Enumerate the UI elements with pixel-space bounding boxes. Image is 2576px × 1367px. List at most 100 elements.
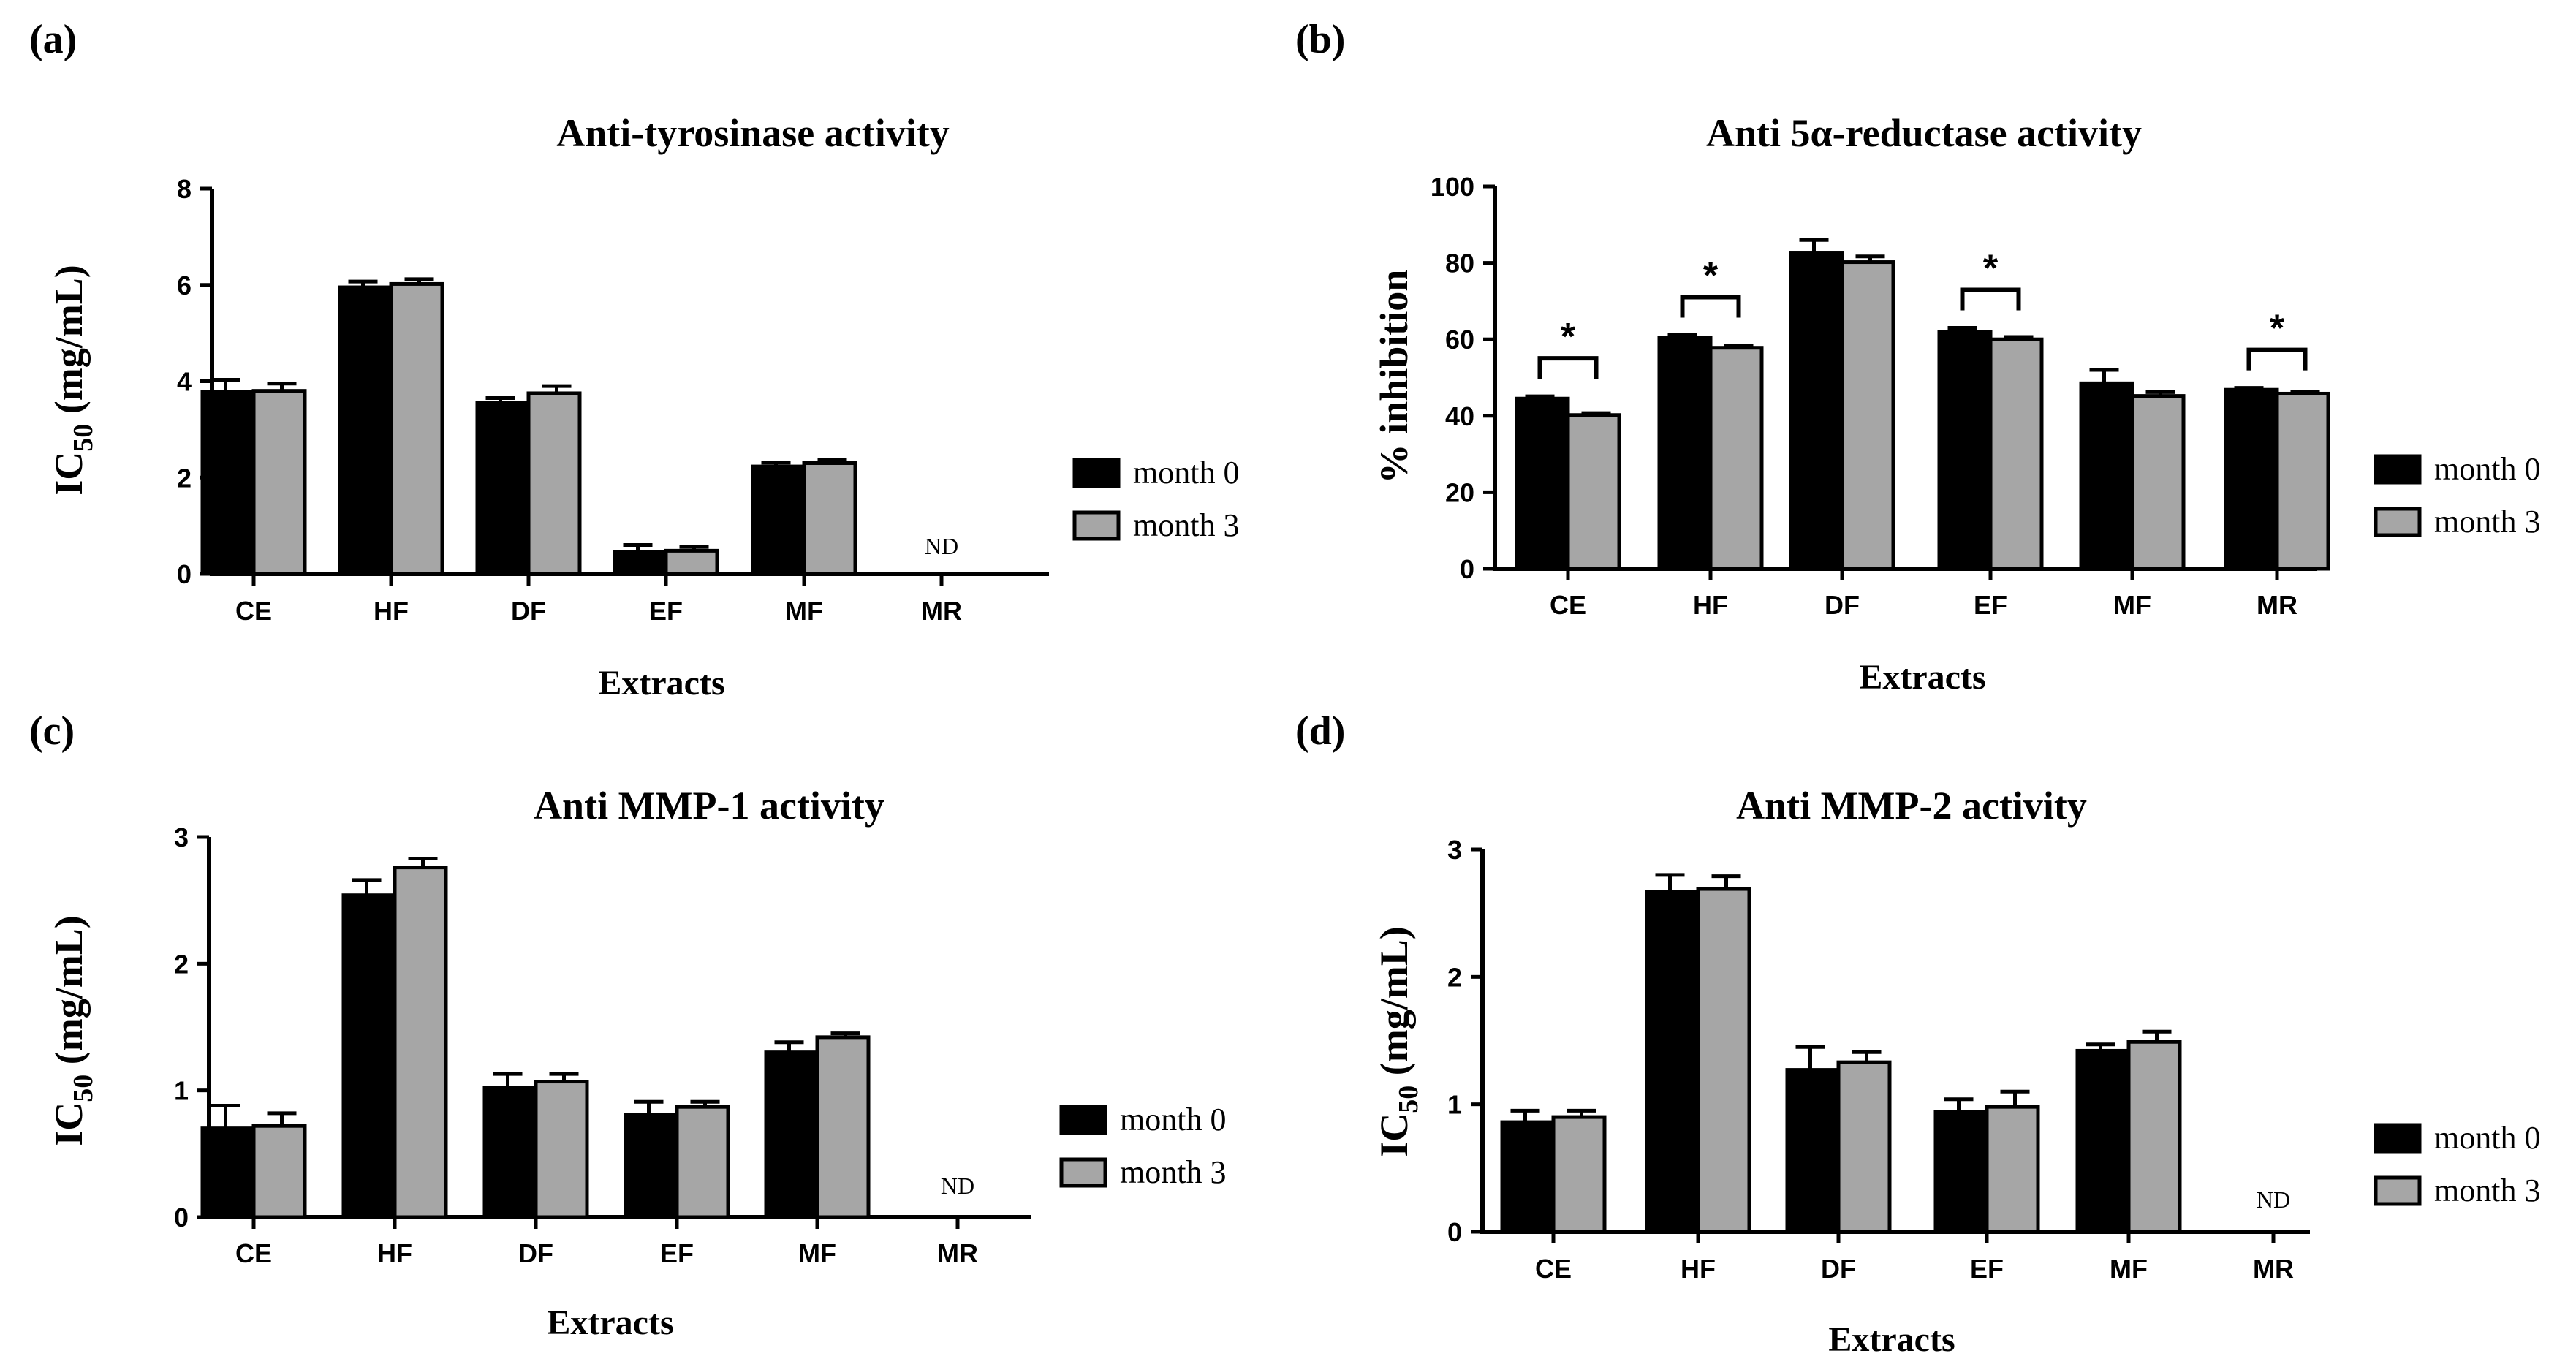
x-tick-label: CE <box>1535 1254 1572 1284</box>
y-tick-label: 0 <box>174 1203 189 1232</box>
bar-month-0-DF <box>1789 251 1844 571</box>
bar-month-0-CE <box>1500 1120 1556 1234</box>
y-tick-label: 3 <box>1447 835 1462 865</box>
bar-month-3-CE <box>1566 413 1621 571</box>
x-axis-label: Extracts <box>1859 658 1985 697</box>
x-tick-label: MR <box>937 1238 978 1268</box>
x-tick-label: MR <box>921 596 962 626</box>
bar-month-3-MR <box>2275 391 2330 571</box>
y-tick-label: 1 <box>1447 1090 1462 1120</box>
x-tick-label: DF <box>518 1238 553 1268</box>
y-tick-label: 100 <box>1431 172 1474 202</box>
significance-star: * <box>1561 316 1576 358</box>
bar-month-0-DF <box>475 401 531 576</box>
bar-month-0-HF <box>1645 890 1700 1234</box>
chart-title: Anti-tyrosinase activity <box>556 111 949 155</box>
significance-star: * <box>1983 248 1999 290</box>
chart-panel-c: (c) Anti MMP-1 activity IC50 (mg/mL) Extrac… <box>29 708 1226 1342</box>
bar-month-0-HF <box>338 285 393 576</box>
legend-swatch-month-0 <box>2374 1123 2422 1154</box>
chart-title: Anti 5α-reductase activity <box>1706 111 2142 155</box>
bar-month-3-EF <box>664 548 719 576</box>
x-tick-label: MF <box>798 1238 836 1268</box>
y-tick-label: 80 <box>1445 249 1474 279</box>
x-axis-label: Extracts <box>1828 1320 1955 1359</box>
y-tick-label: 0 <box>1460 554 1474 584</box>
bar-month-3-EF <box>1985 1105 2040 1234</box>
legend-label-month-3: month 3 <box>2434 504 2540 539</box>
y-tick-label: 20 <box>1445 477 1474 507</box>
x-tick-label: CE <box>1550 590 1586 620</box>
x-tick-label: EF <box>649 596 683 626</box>
bar-month-0-DF <box>1785 1068 1841 1234</box>
x-tick-label: DF <box>511 596 546 626</box>
legend-label-month-0: month 0 <box>2434 1120 2540 1156</box>
bar-month-3-HF <box>393 866 448 1219</box>
x-tick-label: HF <box>374 596 409 626</box>
significance-bracket <box>1680 295 1741 318</box>
bar-month-0-MF <box>2079 381 2134 571</box>
chart-panel-d: (d) Anti MMP-2 activity IC50 (mg/mL) Extrac… <box>1295 708 2540 1359</box>
x-tick-label: HF <box>1681 1254 1716 1284</box>
bar-month-0-CE <box>200 1126 256 1219</box>
legend-swatch-month-3 <box>2374 1175 2422 1206</box>
x-tick-label: MR <box>2253 1254 2294 1284</box>
x-axis-label: Extracts <box>598 664 724 703</box>
bar-month-0-MF <box>764 1050 819 1219</box>
legend-swatch-month-3 <box>2374 507 2422 537</box>
significance-bracket <box>2246 347 2308 371</box>
bar-month-0-CE <box>200 390 256 576</box>
y-tick-label: 0 <box>1447 1217 1462 1247</box>
y-axis-label: IC50 (mg/mL) <box>1372 926 1424 1156</box>
chart-title: Anti MMP-1 activity <box>534 784 884 828</box>
bar-month-3-MF <box>815 1035 871 1219</box>
x-tick-label: MF <box>785 596 823 626</box>
bar-month-0-CE <box>1515 396 1570 571</box>
panel-label: (b) <box>1295 17 1345 62</box>
y-axis-label: IC50 (mg/mL) <box>47 265 99 495</box>
panel-label: (a) <box>29 17 77 62</box>
panel-label: (d) <box>1295 708 1345 754</box>
bar-month-0-EF <box>624 1113 679 1219</box>
y-tick-label: 2 <box>174 949 189 979</box>
y-tick-label: 2 <box>177 463 192 493</box>
legend-swatch-month-3 <box>1072 510 1121 541</box>
bar-month-0-MF <box>751 464 806 576</box>
x-tick-label: EF <box>660 1238 694 1268</box>
bar-month-0-EF <box>1937 330 1993 571</box>
x-tick-label: DF <box>1821 1254 1856 1284</box>
legend-label-month-0: month 0 <box>2434 451 2540 487</box>
bar-month-3-CE <box>251 1124 307 1219</box>
y-tick-label: 6 <box>177 270 192 300</box>
bar-month-0-HF <box>1657 336 1713 571</box>
legend-swatch-month-0 <box>1059 1105 1107 1135</box>
significance-bracket <box>1537 356 1599 379</box>
y-tick-label: 40 <box>1445 401 1474 431</box>
legend-label-month-3: month 3 <box>2434 1173 2540 1208</box>
bar-month-3-CE <box>1551 1115 1607 1234</box>
chart-panel-a: (a) Anti-tyrosinase activity IC50 (mg/mL) E… <box>29 17 1239 703</box>
significance-bracket <box>1960 287 2021 311</box>
y-tick-label: 3 <box>174 822 189 852</box>
x-tick-label: HF <box>377 1238 412 1268</box>
x-tick-label: HF <box>1693 590 1728 620</box>
bar-month-3-MF <box>2130 394 2186 571</box>
x-tick-label: EF <box>1974 590 2007 620</box>
bar-month-3-MF <box>802 461 857 576</box>
bar-month-3-CE <box>251 389 307 576</box>
legend-label-month-3: month 3 <box>1133 507 1239 543</box>
chart-title: Anti MMP-2 activity <box>1736 784 2087 828</box>
legend-swatch-month-0 <box>2374 454 2422 485</box>
bar-month-0-EF <box>613 550 668 576</box>
y-axis-label: % inhibition <box>1372 270 1416 484</box>
legend-label-month-0: month 0 <box>1133 455 1239 491</box>
legend-label-month-0: month 0 <box>1120 1102 1226 1137</box>
significance-star: * <box>1703 254 1719 297</box>
bar-month-0-MF <box>2075 1048 2131 1234</box>
nd-annotation: ND <box>2257 1186 2290 1213</box>
x-tick-label: EF <box>1970 1254 2004 1284</box>
bar-month-3-HF <box>1708 346 1764 571</box>
bar-month-3-EF <box>1988 337 2044 571</box>
nd-annotation: ND <box>941 1173 974 1199</box>
